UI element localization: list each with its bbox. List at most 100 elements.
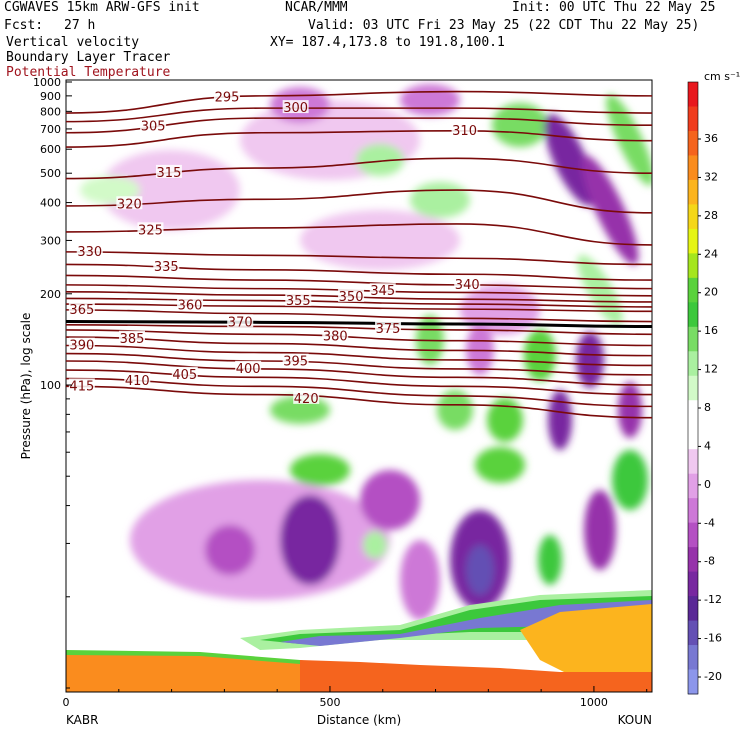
contour-label-bg	[454, 276, 481, 290]
colorbar-swatch	[688, 302, 698, 328]
org-label: NCAR/MMM	[285, 0, 348, 15]
y-tick-label: 100	[40, 379, 61, 392]
contour-label: 350	[339, 290, 364, 305]
colorbar-swatch	[688, 155, 698, 181]
vertical-velocity-field	[66, 80, 652, 692]
colorbar: 36 32 28 24 20 16 12 8 4 0 -4 -8 -12 -16 -20	[687, 81, 722, 695]
colorbar-swatch	[688, 645, 698, 671]
contour-label: 370	[228, 315, 253, 330]
contour-label-bg	[68, 378, 95, 392]
contour-label-bg	[177, 297, 204, 311]
colorbar-swatch	[688, 204, 698, 230]
theta-contour-395	[66, 352, 652, 376]
forecast-label: Fcst:	[4, 18, 44, 33]
theta-contour-300	[66, 107, 652, 123]
valid-time: Valid: 03 UTC Fri 23 May 25 (22 CDT Thu …	[308, 18, 700, 33]
field-vertical-velocity: Vertical velocity	[6, 35, 140, 50]
contour-label: 375	[376, 322, 401, 337]
theta-contour-355	[66, 297, 652, 308]
colorbar-tick-label: 28	[704, 209, 718, 222]
y-tick-label: 600	[40, 143, 61, 156]
model-title: CGWAVES 15km ARW-GFS init	[4, 0, 200, 15]
contour-label: 380	[323, 329, 348, 344]
colorbar-swatch	[688, 400, 698, 426]
colorbar-swatch	[688, 547, 698, 573]
contour-label-bg	[282, 100, 309, 114]
colorbar-swatch	[688, 228, 698, 254]
theta-contour-340	[66, 274, 652, 290]
contour-label-bg	[68, 337, 95, 351]
colorbar-swatch	[688, 498, 698, 524]
contour-label: 345	[370, 284, 395, 299]
theta-contour-410	[66, 377, 652, 408]
contour-label: 325	[138, 223, 163, 238]
colorbar-swatch	[688, 277, 698, 303]
contour-label-bg	[369, 283, 396, 297]
colorbar-swatch	[688, 130, 698, 156]
contour-label: 330	[77, 245, 102, 260]
colorbar-tick-label: 32	[704, 170, 718, 183]
colorbar-tick-label: 20	[704, 286, 718, 299]
y-tick-label: 900	[40, 90, 61, 103]
theta-contour-375	[66, 324, 652, 336]
contour-label: 395	[283, 355, 308, 370]
colorbar-frame	[687, 81, 699, 695]
contour-label: 360	[178, 299, 203, 314]
contour-label-bg	[285, 292, 312, 306]
contour-label: 410	[125, 374, 150, 389]
contour-label-bg	[153, 259, 180, 273]
colorbar-swatch	[688, 620, 698, 646]
colorbar-tick-label: 16	[704, 324, 718, 337]
theta-contour-330	[66, 251, 652, 266]
colorbar-swatch	[688, 571, 698, 597]
colorbar-swatch	[688, 351, 698, 377]
theta-contour-365	[66, 309, 652, 323]
y-tick-label: 500	[40, 167, 61, 180]
colorbar-swatch	[688, 424, 698, 450]
colorbar-swatch	[688, 82, 698, 107]
colorbar-tick-label: 0	[704, 478, 711, 491]
colorbar-swatch	[688, 596, 698, 622]
contour-label-bg	[171, 366, 198, 380]
contour-label: 405	[172, 368, 197, 383]
y-tick-label: 300	[40, 234, 61, 247]
y-tick-label: 800	[40, 105, 61, 118]
y-tick-label: 700	[40, 123, 61, 136]
theta-contour-390	[66, 344, 652, 367]
contour-label-bg	[293, 390, 320, 404]
contour-label-bg	[338, 288, 365, 302]
contour-label-bg	[116, 196, 143, 210]
theta-contour-295	[66, 90, 652, 114]
contour-label: 320	[117, 197, 142, 212]
theta-contour-370	[66, 320, 652, 328]
contour-label-bg	[227, 314, 254, 328]
contour-label: 310	[452, 124, 477, 139]
field-potential-temperature: Potential Temperature	[6, 65, 171, 80]
contour-label: 390	[69, 339, 94, 354]
theta-contour-380	[66, 329, 652, 347]
contour-label-bg	[140, 118, 167, 132]
contour-label: 420	[294, 392, 319, 407]
colorbar-swatch	[688, 375, 698, 401]
forecast-hour: 27 h	[64, 18, 96, 33]
colorbar-swatch	[688, 326, 698, 352]
contour-label-bg	[124, 372, 151, 386]
x-axis: 0 500 1000	[63, 686, 648, 709]
contour-label: 295	[215, 90, 240, 105]
field-boundary-layer-tracer: Boundary Layer Tracer	[6, 50, 171, 65]
contour-label-bg	[235, 360, 262, 374]
theta-contour-320	[66, 189, 652, 214]
contour-label-bg	[375, 320, 402, 334]
contour-label-bg	[322, 328, 349, 342]
colorbar-unit: cm s⁻¹	[704, 70, 740, 83]
x-tick-label: 1000	[580, 696, 608, 709]
colorbar-tick-label: -12	[704, 593, 722, 606]
theta-contour-400	[66, 360, 652, 386]
cross-section-endpoints: XY= 187.4,173.8 to 191.8,100.1	[270, 35, 505, 50]
theta-contour-415	[66, 385, 652, 419]
init-time: Init: 00 UTC Thu 22 May 25	[512, 0, 716, 15]
y-tick-label: 200	[40, 288, 61, 301]
colorbar-tick-label: 12	[704, 363, 718, 376]
